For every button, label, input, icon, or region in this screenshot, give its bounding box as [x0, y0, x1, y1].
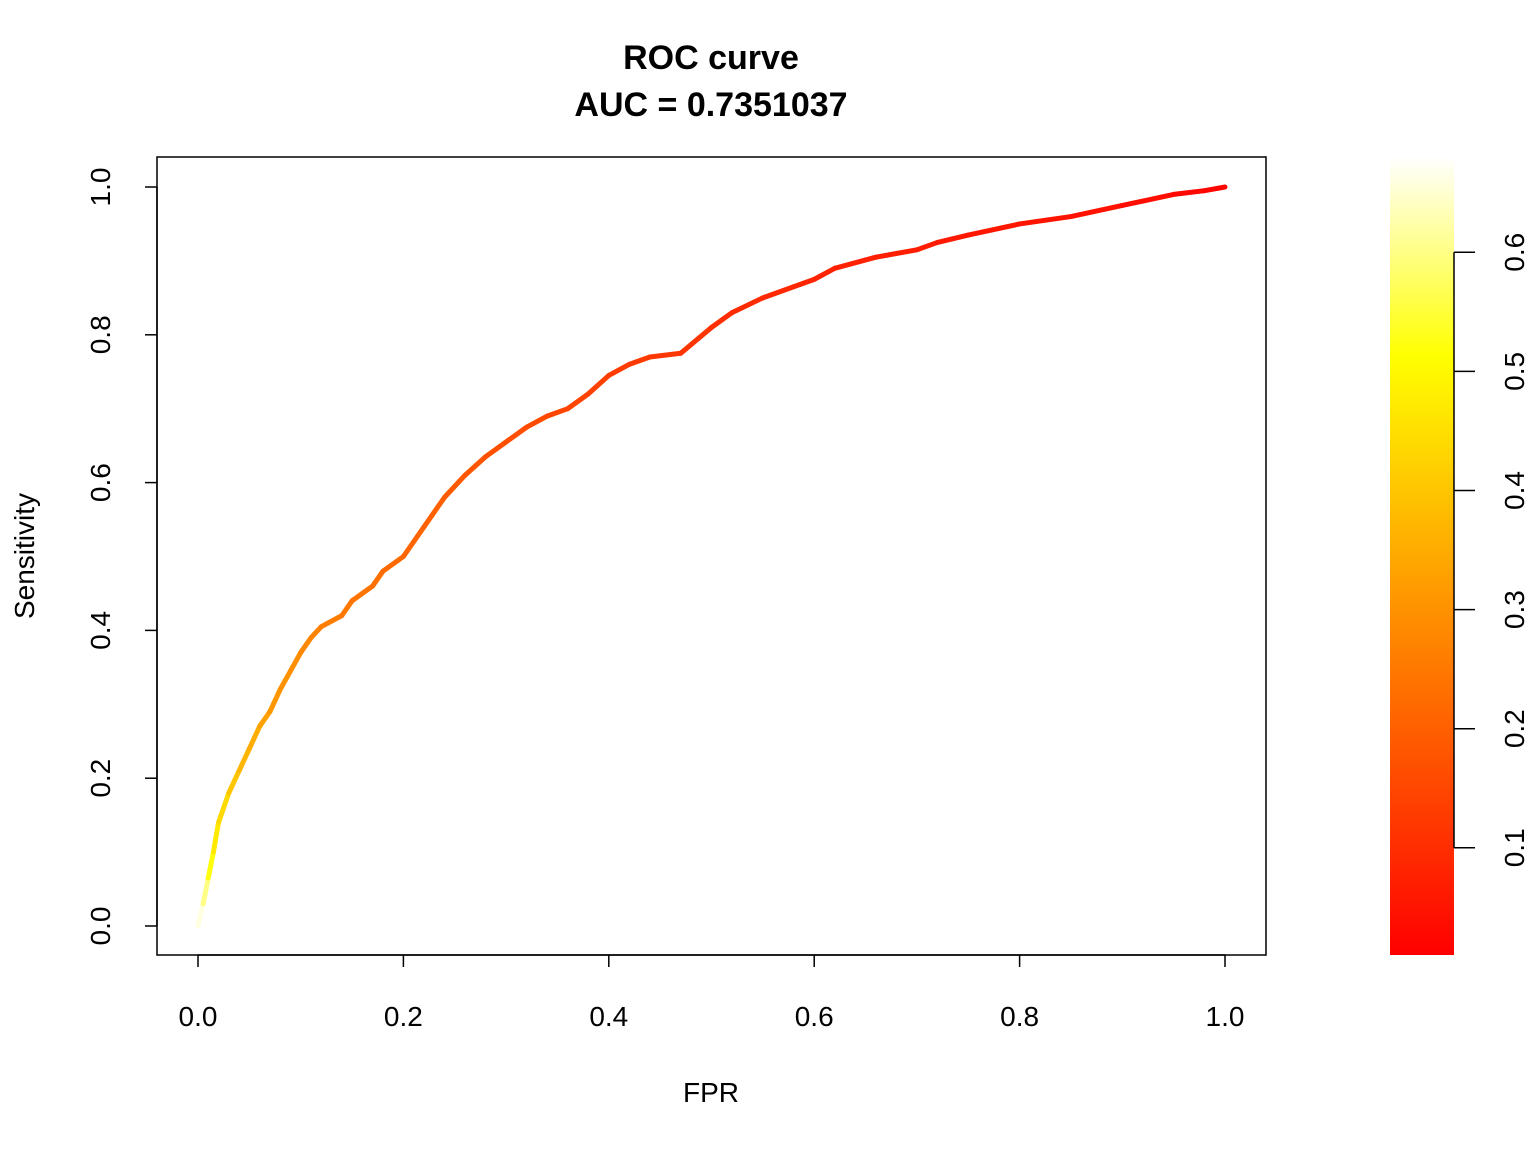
- roc-curve-segment: [195, 901, 206, 929]
- y-tick-label: 0.2: [85, 759, 116, 798]
- roc-curve-segment: [524, 413, 550, 430]
- roc-curve-segment: [257, 709, 273, 729]
- legend-tick-label: 0.2: [1499, 709, 1530, 748]
- roc-curve-segment: [200, 875, 211, 907]
- roc-curve-segment: [380, 554, 406, 574]
- roc-curve-segment: [277, 668, 293, 693]
- roc-curve-segment: [626, 354, 653, 367]
- x-tick-label: 0.2: [384, 1001, 423, 1032]
- roc-curve-segment: [216, 790, 232, 826]
- roc-curve-segment: [1119, 191, 1177, 208]
- x-tick-label: 0.0: [179, 1001, 218, 1032]
- roc-curve-segment: [873, 247, 920, 260]
- chart-subtitle: AUC = 0.7351037: [574, 86, 847, 124]
- roc-curve-segment: [678, 324, 714, 356]
- roc-curve-segment: [760, 284, 797, 301]
- y-tick-label: 0.6: [85, 463, 116, 502]
- plot-frame: [156, 156, 1267, 956]
- color-legend-axis: 0.1 0.2 0.3 0.4 0.5 0.6: [1453, 233, 1530, 867]
- roc-curve-segment: [1201, 184, 1228, 194]
- roc-curve-segment: [298, 635, 314, 656]
- roc-curve-segment: [483, 439, 509, 460]
- legend-tick-label: 0.4: [1499, 471, 1530, 510]
- roc-curve-segment: [585, 372, 612, 397]
- roc-curve-segment: [811, 265, 838, 282]
- roc-curve-segment: [421, 494, 447, 530]
- y-tick-label: 0.4: [85, 611, 116, 650]
- roc-curve-segment: [914, 239, 940, 253]
- roc-curve-segment: [606, 361, 632, 378]
- x-tick-label: 0.8: [1000, 1001, 1039, 1032]
- roc-curve-segment: [1068, 202, 1125, 220]
- roc-curve-segment: [400, 524, 427, 559]
- roc-curve-segment: [226, 768, 242, 796]
- legend-tick-label: 0.1: [1499, 828, 1530, 867]
- roc-curve-segment: [267, 687, 283, 715]
- roc-curve-segment: [246, 723, 263, 752]
- roc-curve-segment: [205, 849, 216, 881]
- legend-tick-label: 0.6: [1499, 233, 1530, 272]
- y-tick-label: 1.0: [85, 168, 116, 207]
- x-tick-label: 0.6: [795, 1001, 834, 1032]
- x-tick-label: 0.4: [589, 1001, 628, 1032]
- color-legend-bar: [1390, 157, 1454, 955]
- x-axis-label: FPR: [683, 1077, 739, 1108]
- roc-curve-segment: [544, 406, 571, 419]
- x-tick-label: 1.0: [1206, 1001, 1245, 1032]
- y-axis-label: Sensitivity: [9, 493, 40, 619]
- roc-curve-segment: [1171, 188, 1207, 197]
- roc-curve-segment: [565, 391, 591, 412]
- chart-title: ROC curve: [623, 39, 799, 77]
- legend-tick-label: 0.3: [1499, 590, 1530, 629]
- roc-curve-segment: [308, 624, 324, 641]
- y-axis: 0.0 0.2 0.4 0.6 0.8 1.0: [85, 168, 158, 946]
- y-tick-label: 0.8: [85, 315, 116, 354]
- roc-curve-segment: [503, 424, 530, 445]
- roc-curve-segment: [210, 820, 222, 855]
- roc-curve-segment: [287, 650, 304, 674]
- roc-curve-segment: [339, 598, 355, 619]
- roc-curve-segment: [709, 310, 735, 330]
- x-axis: 0.0 0.2 0.4 0.6 0.8 1.0: [179, 954, 1245, 1032]
- roc-curve-segment: [370, 568, 386, 589]
- roc-curve: [195, 184, 1228, 929]
- roc-curve-segment: [647, 350, 684, 360]
- roc-curve-segment: [441, 472, 468, 500]
- legend-tick-label: 0.5: [1499, 352, 1530, 391]
- roc-curve-segment: [318, 613, 345, 630]
- roc-curve-segment: [236, 746, 252, 774]
- roc-curve-segment: [349, 583, 376, 604]
- roc-curve-segment: [832, 254, 879, 271]
- y-tick-label: 0.0: [85, 907, 116, 946]
- roc-curve-segment: [462, 454, 489, 478]
- roc-curve-segment: [934, 232, 971, 245]
- roc-curve-segment: [729, 295, 766, 316]
- roc-curve-segment: [1017, 214, 1074, 227]
- roc-curve-segment: [965, 221, 1023, 238]
- roc-curve-segment: [791, 276, 817, 290]
